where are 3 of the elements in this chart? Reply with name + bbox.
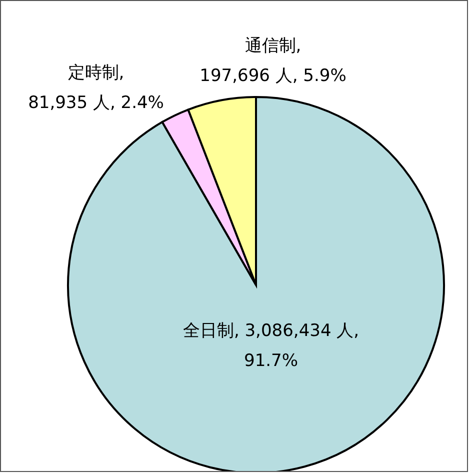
slice-label: 通信制, 197,696 人, 5.9% [200,36,346,86]
slice-label: 全日制, 3,086,434 人, 91.7% [182,321,360,371]
slice-label: 定時制, 81,935 人, 2.4% [28,63,164,113]
